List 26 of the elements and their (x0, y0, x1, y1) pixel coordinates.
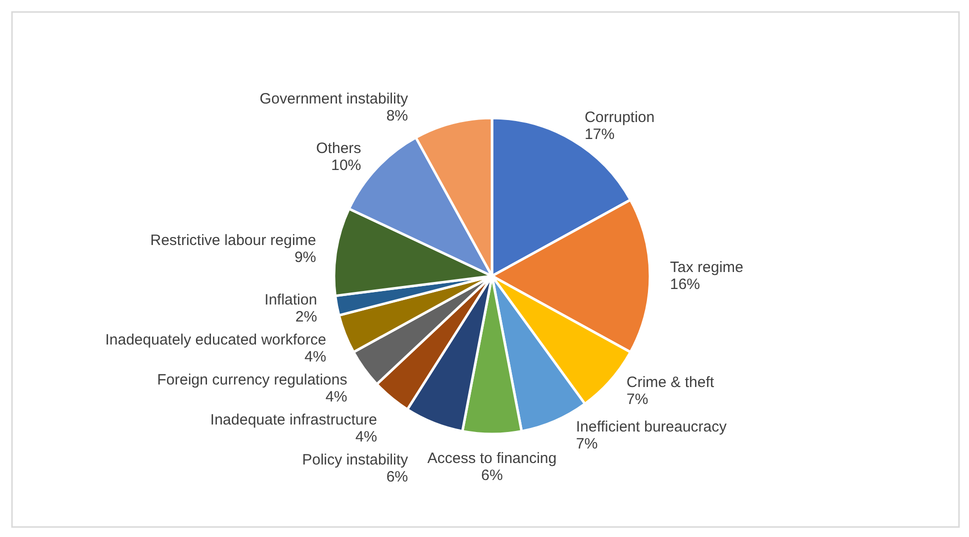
slice-label: Government instability (260, 90, 408, 108)
slice-label: Corruption (584, 109, 655, 126)
slice-label: Crime & theft (626, 374, 715, 392)
data-label: 4% (326, 388, 348, 406)
slice-label: Inadequate infrastructure (210, 412, 378, 429)
data-label: 10% (331, 156, 362, 174)
data-label: 4% (355, 428, 378, 446)
data-label: 8% (386, 107, 408, 124)
data-label: 7% (626, 391, 648, 408)
data-label: 7% (576, 436, 598, 453)
slice-label: Policy instability (302, 452, 408, 469)
data-label: 16% (670, 276, 700, 293)
slice-label: Inflation (264, 292, 318, 309)
data-label: 4% (304, 348, 326, 366)
slice-label: Tax regime (670, 259, 744, 276)
slice-label: Restrictive labour regime (150, 232, 316, 249)
data-label: 6% (481, 467, 503, 484)
data-label: 17% (584, 126, 615, 144)
data-label: 9% (294, 248, 316, 266)
slice-label: Inadequately educated workforce (105, 332, 326, 349)
slice-label: Foreign currency regulations (157, 372, 348, 389)
slice-label: Access to financing (427, 450, 557, 467)
data-label: 2% (295, 308, 318, 326)
slice-label: Others (316, 140, 362, 157)
slice-label: Inefficient bureaucracy (576, 418, 728, 436)
data-label: 6% (386, 468, 408, 486)
